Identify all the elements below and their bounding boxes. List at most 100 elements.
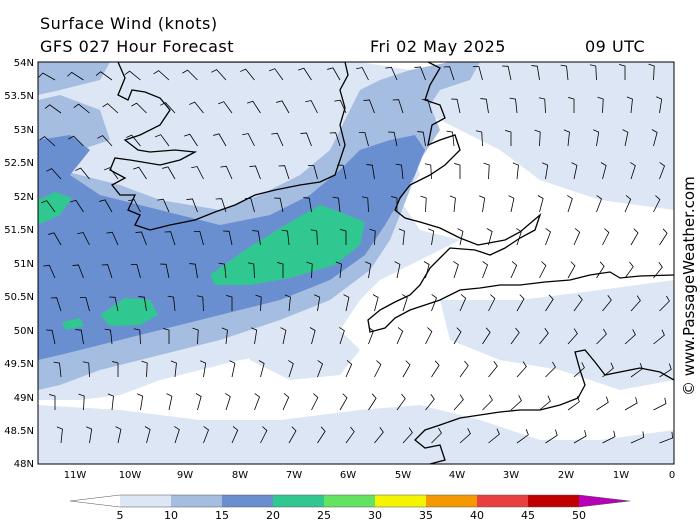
wind-barb <box>431 294 438 312</box>
wind-barb <box>568 97 575 113</box>
wind-barb <box>309 327 316 345</box>
wind-barb <box>305 100 318 114</box>
wind-barb <box>221 327 228 345</box>
shade-20-25kt-small <box>62 318 84 330</box>
wind-barb <box>510 395 522 411</box>
wind-barb <box>483 162 490 180</box>
wind-barb <box>97 135 113 147</box>
wind-barb <box>512 162 519 180</box>
wind-barb <box>337 164 347 180</box>
wind-barb <box>102 103 119 114</box>
wind-barb <box>653 329 665 345</box>
wind-barb <box>157 198 170 213</box>
wind-barb <box>44 104 62 114</box>
shade-20-25kt-west <box>100 298 158 326</box>
wind-barb <box>451 98 461 114</box>
wind-barb <box>358 132 369 147</box>
model-forecast-label: GFS 027 Hour Forecast <box>40 37 235 56</box>
wind-barb <box>133 328 141 345</box>
wind-barb <box>317 426 326 444</box>
wind-barb <box>391 196 398 212</box>
wind-barb <box>653 195 661 213</box>
wind-barb <box>141 360 148 378</box>
wind-barb <box>184 133 198 147</box>
wind-barb <box>160 263 170 279</box>
lon-label: 3W <box>503 470 519 481</box>
wind-barb <box>479 195 486 213</box>
lat-label: 52N <box>14 192 34 203</box>
wind-barb <box>488 361 498 378</box>
wind-barb <box>624 195 632 213</box>
wind-barb <box>242 133 255 147</box>
wind-barb <box>600 162 607 180</box>
wind-barb <box>630 431 645 444</box>
colorbar-segment <box>426 495 477 507</box>
wind-barb <box>46 168 62 180</box>
wind-barb <box>195 393 202 411</box>
wind-barb <box>345 426 355 444</box>
wind-speed-shading <box>38 62 674 464</box>
wind-barb <box>589 64 597 81</box>
forecast-time: 09 UTC <box>585 37 646 56</box>
wind-barb <box>567 261 576 279</box>
wind-barb <box>443 66 455 81</box>
wind-barb <box>395 163 404 180</box>
wind-barb <box>596 261 605 279</box>
wind-barb <box>77 232 90 246</box>
wind-barb <box>247 262 255 279</box>
wind-barb <box>475 130 483 147</box>
wind-barb <box>223 230 233 246</box>
wind-barb <box>630 363 643 378</box>
wind-barb <box>274 197 284 213</box>
wind-barb <box>128 199 141 213</box>
wind-barb <box>191 166 204 180</box>
colorbar-tick: 30 <box>368 509 382 522</box>
colorbar-tick: 5 <box>117 509 124 522</box>
wind-barb <box>131 102 147 114</box>
wind-barb <box>49 394 56 410</box>
wind-barb <box>396 393 406 411</box>
wind-barb <box>314 294 321 312</box>
wind-barb <box>539 395 551 411</box>
wind-barb <box>505 130 512 146</box>
colorbar-segment <box>222 495 273 507</box>
wind-barb <box>345 360 353 378</box>
wind-barb <box>457 228 464 246</box>
lat-label: 50N <box>14 326 34 337</box>
wind-barb <box>306 261 313 279</box>
wind-barbs <box>38 63 673 444</box>
wind-barb <box>298 67 312 81</box>
wind-barb <box>247 100 261 114</box>
wind-barb <box>311 393 319 411</box>
wind-barb <box>453 261 459 279</box>
shade-20-25kt-east <box>210 205 365 285</box>
wind-barb <box>174 426 180 444</box>
wind-barb <box>539 261 547 279</box>
wind-barb <box>431 427 442 444</box>
wind-barb <box>186 198 198 213</box>
wind-barb <box>155 134 170 147</box>
wind-barb <box>454 163 461 179</box>
wind-barb <box>229 360 236 378</box>
wind-barb <box>138 296 147 312</box>
wind-barb <box>249 165 261 180</box>
wind-barb <box>75 329 84 345</box>
wind-barb <box>200 360 207 378</box>
colorbar-segment <box>528 495 579 507</box>
wind-barb <box>659 228 668 246</box>
colorbar-min-arrow <box>70 495 120 507</box>
wind-barb <box>130 264 141 279</box>
wind-barb <box>79 297 90 312</box>
colorbar-outline <box>69 494 631 508</box>
wind-barb <box>402 427 413 444</box>
wind-barb <box>56 426 63 444</box>
wind-barb <box>339 393 348 411</box>
wind-barb <box>459 428 471 444</box>
wind-barb <box>220 165 233 180</box>
wind-barb <box>624 329 636 345</box>
wind-barb <box>82 361 90 378</box>
wind-barb <box>67 71 84 81</box>
shade-5-10kt-central <box>250 320 360 380</box>
wind-barb <box>648 63 655 81</box>
lat-label: 54N <box>14 58 34 69</box>
